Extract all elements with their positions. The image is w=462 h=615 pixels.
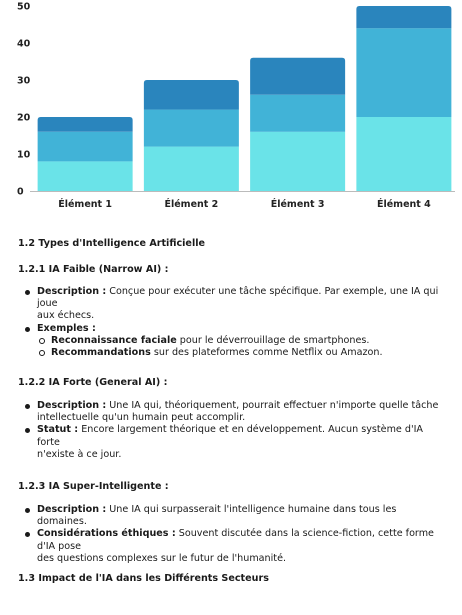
bar-segment bbox=[37, 117, 133, 132]
x-tick-label: Élément 3 bbox=[271, 198, 325, 210]
list-item: Statut : Encore largement théorique et e… bbox=[18, 424, 448, 461]
status-text: Encore largement théorique et en dévelop… bbox=[37, 424, 423, 448]
list-item: Description : Conçue pour exécuter une t… bbox=[18, 286, 448, 323]
list-item: Description : Une IA qui, théoriquement,… bbox=[18, 400, 448, 424]
stacked-bar-chart: 0 10 20 30 40 50 Élément 1 Élément 2 Élément 3 Él… bbox=[17, 2, 455, 210]
y-tick-label: 50 bbox=[17, 2, 31, 13]
sub-list-item: Reconnaissance faciale pour le déverroui… bbox=[18, 335, 448, 347]
ethics-label: Considérations éthiques : bbox=[37, 528, 176, 540]
y-tick-label: 10 bbox=[17, 150, 31, 161]
y-tick-label: 30 bbox=[17, 76, 31, 87]
x-tick-label: Élément 2 bbox=[164, 198, 218, 210]
bar-segment bbox=[37, 131, 133, 162]
description-text-cont: intellectuelle qu'un humain peut accompl… bbox=[37, 412, 246, 424]
description-label: Description : bbox=[37, 286, 107, 297]
example-bold: Reconnaissance faciale bbox=[51, 334, 177, 346]
super-ai-list: Description : Une IA qui surpasserait l'… bbox=[18, 504, 448, 565]
bar-segment bbox=[143, 146, 239, 191]
bar-segment bbox=[356, 6, 452, 29]
description-text: Conçue pour exécuter une tâche spécifiqu… bbox=[37, 286, 439, 310]
bar-segment bbox=[250, 57, 346, 95]
section-heading-1-2-2: 1.2.2 IA Forte (General AI) : bbox=[18, 377, 168, 388]
general-ai-list: Description : Une IA qui, théoriquement,… bbox=[18, 400, 448, 461]
sub-list-item: Recommandations sur des plateformes comm… bbox=[18, 347, 448, 359]
section-heading-1-3: 1.3 Impact de l'IA dans les Différents S… bbox=[18, 573, 269, 584]
example-text: sur des plateformes comme Netflix ou Ama… bbox=[150, 347, 383, 359]
y-tick-label: 40 bbox=[17, 39, 31, 50]
y-tick-label: 20 bbox=[17, 113, 31, 124]
description-label: Description : bbox=[37, 400, 107, 411]
section-heading-1-2-3: 1.2.3 IA Super-Intelligente : bbox=[18, 481, 169, 492]
description-text-cont: aux échecs. bbox=[37, 310, 95, 322]
bar-segment bbox=[356, 117, 452, 191]
x-tick-label: Élément 1 bbox=[58, 198, 112, 210]
ethics-text-cont: des questions complexes sur le futur de … bbox=[37, 552, 287, 564]
bar-segment bbox=[250, 131, 346, 191]
example-text: pour le déverrouillage de smartphones. bbox=[176, 334, 370, 346]
list-item: Exemples : bbox=[18, 323, 448, 335]
bar-segment bbox=[143, 80, 239, 110]
ethics-text: Souvent discutée dans la science-fiction… bbox=[37, 528, 434, 552]
x-tick-label: Élément 4 bbox=[377, 198, 431, 210]
description-text: Une IA qui surpasserait l'intelligence h… bbox=[37, 504, 397, 528]
bar-segment bbox=[143, 109, 239, 147]
section-heading-1-2-1: 1.2.1 IA Faible (Narrow AI) : bbox=[18, 264, 169, 275]
description-text: Une IA qui, théoriquement, pourrait effe… bbox=[106, 400, 439, 411]
status-label: Statut : bbox=[37, 424, 79, 436]
narrow-ai-list: Description : Conçue pour exécuter une t… bbox=[18, 286, 448, 359]
bar-segment bbox=[250, 94, 346, 132]
list-item: Considérations éthiques : Souvent discut… bbox=[18, 528, 448, 565]
list-item: Description : Une IA qui surpasserait l'… bbox=[18, 504, 448, 528]
y-tick-label: 0 bbox=[17, 187, 24, 198]
bar-segment bbox=[37, 161, 133, 191]
description-label: Description : bbox=[37, 504, 107, 515]
status-text-cont: n'existe à ce jour. bbox=[37, 448, 122, 460]
examples-label: Exemples : bbox=[37, 322, 96, 334]
bar-segment bbox=[356, 28, 452, 118]
example-bold: Recommandations bbox=[51, 347, 151, 359]
section-heading-1-2: 1.2 Types d'Intelligence Artificielle bbox=[18, 238, 206, 249]
